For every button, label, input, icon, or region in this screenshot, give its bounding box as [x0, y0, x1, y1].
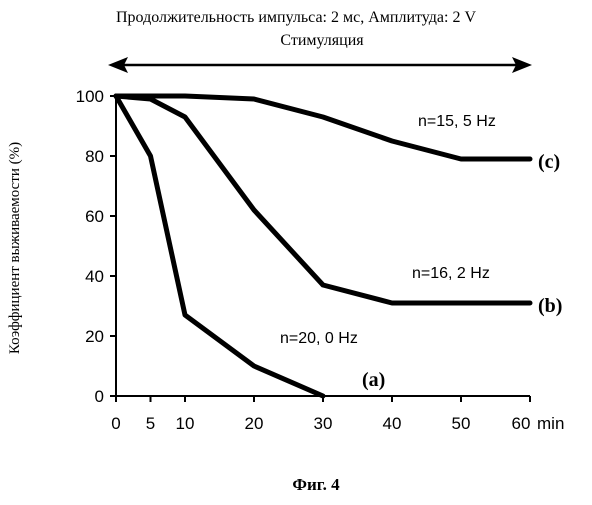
y-tick-label: 60 [85, 207, 104, 226]
series-annotation-b: n=16, 2 Hz [412, 265, 490, 282]
series-annotation-a: n=20, 0 Hz [280, 330, 358, 347]
annotation-group: n=20, 0 Hz (a) n=16, 2 Hz (b) n=15, 5 Hz (c) [280, 113, 562, 391]
x-tick-label: 30 [314, 414, 333, 433]
x-tick-label: 10 [176, 414, 195, 433]
x-tick-label: 60 [512, 414, 531, 433]
x-axis-unit: min [537, 414, 564, 433]
series-label-a: (a) [362, 369, 385, 391]
figure-caption: Фиг. 4 [292, 475, 340, 494]
x-tick-label: 0 [111, 414, 120, 433]
series-line-a [116, 96, 323, 396]
y-tick-label: 40 [85, 267, 104, 286]
y-tick-label: 20 [85, 327, 104, 346]
chart-subtitle: Стимуляция [280, 32, 364, 49]
series-annotation-c: n=15, 5 Hz [418, 113, 496, 130]
y-axis-label: Коэффициент выживаемости (%) [7, 142, 23, 354]
x-tick-label: 5 [146, 414, 155, 433]
y-tick-label: 0 [95, 387, 104, 406]
x-tick-label: 20 [245, 414, 264, 433]
y-ticks: 0 20 40 60 80 100 [76, 87, 116, 406]
series-group [116, 96, 530, 396]
series-label-b: (b) [538, 295, 562, 317]
x-ticks: 0 5 10 20 30 40 50 60 min [111, 396, 564, 433]
x-tick-label: 50 [452, 414, 471, 433]
y-tick-label: 100 [76, 87, 104, 106]
chart-title: Продолжительность импульса: 2 мс, Амплит… [116, 9, 477, 26]
series-label-c: (c) [538, 151, 560, 173]
x-tick-label: 40 [383, 414, 402, 433]
y-tick-label: 80 [85, 147, 104, 166]
stimulation-range-arrow [108, 57, 532, 73]
